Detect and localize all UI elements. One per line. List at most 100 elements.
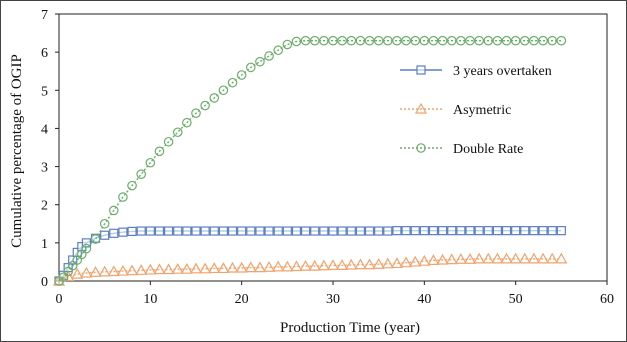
- data-point: [556, 226, 566, 236]
- data-point: [500, 252, 513, 264]
- x-tick-label: 40: [417, 292, 431, 307]
- data-point: [71, 267, 84, 279]
- data-point: [153, 263, 166, 275]
- data-point: [538, 226, 548, 236]
- y-axis-label: Cumulative percentage of OGIP: [9, 54, 25, 248]
- data-point: [392, 226, 402, 236]
- data-point: [81, 238, 92, 248]
- data-point: [474, 226, 484, 236]
- data-point: [310, 226, 320, 236]
- data-point: [409, 255, 422, 267]
- data-point: [372, 257, 385, 269]
- data-point: [328, 226, 338, 236]
- y-tick-label: 2: [41, 199, 48, 214]
- data-point: [428, 226, 439, 236]
- data-point: [281, 260, 294, 272]
- data-point: [63, 266, 73, 277]
- data-point: [511, 226, 521, 236]
- data-point: [337, 35, 347, 46]
- data-point: [482, 252, 495, 264]
- data-point: [428, 35, 439, 46]
- series-line: [58, 258, 562, 282]
- data-point: [465, 226, 475, 236]
- data-point: [483, 226, 493, 236]
- data-point: [200, 100, 210, 111]
- data-point: [80, 266, 93, 278]
- data-point: [81, 243, 92, 254]
- data-point: [162, 263, 175, 275]
- x-axis-label: Production Time (year): [280, 320, 420, 336]
- data-point: [381, 257, 394, 269]
- data-point: [555, 252, 568, 264]
- data-point: [217, 262, 230, 274]
- data-point: [58, 272, 69, 282]
- data-point: [90, 234, 101, 244]
- data-point: [282, 39, 293, 50]
- data-point: [474, 35, 484, 46]
- data-point: [154, 146, 165, 157]
- data-point: [246, 62, 256, 73]
- series-asymetric: [52, 252, 568, 286]
- data-point: [364, 226, 375, 236]
- data-point: [246, 226, 256, 236]
- data-point: [136, 226, 146, 236]
- data-point: [191, 108, 201, 118]
- data-point: [400, 256, 413, 268]
- data-point: [509, 252, 522, 264]
- data-point: [319, 35, 329, 46]
- data-point: [300, 35, 311, 46]
- data-point: [126, 264, 139, 276]
- data-point: [273, 45, 283, 56]
- data-point: [107, 265, 120, 277]
- data-point: [326, 259, 340, 270]
- data-point: [538, 35, 548, 46]
- data-point: [227, 77, 238, 88]
- data-point: [445, 253, 458, 265]
- data-point: [272, 260, 285, 272]
- data-point: [200, 226, 210, 236]
- data-point: [244, 261, 257, 273]
- data-point: [519, 35, 530, 46]
- data-point: [237, 226, 247, 236]
- data-point: [418, 254, 431, 266]
- data-point: [546, 252, 559, 264]
- data-point: [410, 35, 420, 46]
- y-tick-label: 6: [41, 46, 48, 61]
- data-point: [401, 35, 411, 46]
- data-point: [100, 230, 110, 240]
- data-point: [236, 70, 247, 80]
- data-point: [390, 257, 403, 269]
- x-tick-label: 20: [235, 292, 249, 307]
- legend-label: 3 years overtaken: [453, 64, 552, 79]
- data-point: [346, 226, 356, 236]
- data-point: [182, 226, 192, 236]
- legend-item: 3 years overtaken: [400, 64, 552, 79]
- data-point: [363, 258, 376, 270]
- data-point: [308, 259, 321, 271]
- data-point: [145, 157, 156, 168]
- data-point: [547, 226, 557, 236]
- data-point: [180, 262, 193, 274]
- data-point: [127, 180, 137, 191]
- y-tick-label: 7: [41, 8, 48, 23]
- data-point: [77, 249, 87, 260]
- data-point: [491, 252, 504, 264]
- data-point: [135, 264, 148, 275]
- data-point: [556, 35, 567, 46]
- data-point: [437, 35, 448, 46]
- data-point: [282, 226, 292, 236]
- x-tick-label: 60: [600, 292, 614, 307]
- legend-marker: [416, 65, 426, 75]
- data-point: [410, 226, 420, 236]
- data-point: [291, 226, 302, 236]
- x-tick-label: 50: [509, 292, 523, 307]
- series-double-rate: [54, 35, 567, 286]
- data-point: [273, 226, 283, 236]
- data-point: [463, 253, 477, 264]
- y-tick-label: 4: [41, 122, 48, 137]
- data-point: [336, 259, 349, 270]
- data-point: [209, 226, 219, 236]
- data-point: [456, 35, 466, 46]
- data-point: [382, 35, 393, 46]
